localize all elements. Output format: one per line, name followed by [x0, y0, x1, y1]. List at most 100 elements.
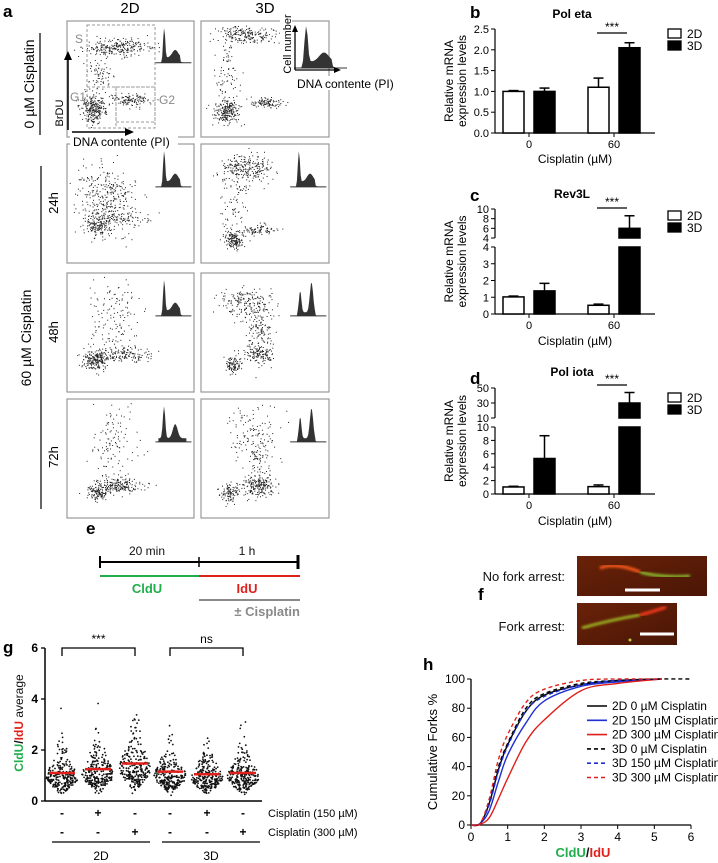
- event-dot: [227, 241, 229, 243]
- event-dot: [232, 372, 234, 374]
- event-dot: [107, 356, 109, 358]
- event-dot: [234, 87, 236, 88]
- event-dot: [234, 234, 235, 236]
- event-dot: [225, 369, 227, 371]
- event-dot: [224, 101, 226, 103]
- event-dot: [88, 225, 90, 227]
- event-dot: [135, 181, 137, 183]
- event-dot: [132, 220, 133, 222]
- event-dot: [120, 217, 122, 219]
- event-dot: [247, 35, 249, 37]
- event-dot: [97, 356, 99, 358]
- event-dot: [238, 211, 240, 213]
- event-dot: [131, 196, 133, 198]
- event-dot: [232, 486, 234, 488]
- event-dot: [271, 99, 273, 101]
- event-dot: [119, 203, 121, 205]
- event-dot: [93, 224, 95, 226]
- event-dot: [213, 311, 214, 313]
- event-dot: [220, 117, 222, 118]
- event-dot: [260, 328, 262, 330]
- event-dot: [94, 433, 96, 435]
- event-dot: [122, 479, 124, 481]
- event-dot: [115, 443, 117, 445]
- event-dot: [117, 210, 119, 212]
- event-dot: [98, 109, 100, 111]
- event-dot: [226, 30, 228, 32]
- event-dot: [232, 494, 234, 495]
- event-dot: [104, 482, 106, 484]
- event-dot: [268, 230, 270, 232]
- event-dot: [124, 219, 126, 221]
- event-dot: [95, 227, 97, 229]
- event-dot: [255, 298, 257, 300]
- event-dot: [112, 187, 114, 189]
- event-dot: [93, 203, 95, 205]
- event-dot: [97, 362, 99, 364]
- event-dot: [110, 448, 111, 450]
- event-dot: [96, 213, 98, 215]
- event-dot: [122, 224, 124, 226]
- panel-a: 2D 3D 0 µM Cisplatin 60 µM Cisplatin 24h…: [18, 0, 394, 519]
- event-dot: [115, 45, 117, 47]
- event-dot: [119, 356, 121, 358]
- event-dot: [101, 44, 103, 46]
- event-dot: [252, 41, 254, 43]
- event-dot: [106, 489, 107, 491]
- event-dot: [222, 117, 224, 119]
- event-dot: [246, 230, 248, 232]
- event-dot: [101, 312, 103, 314]
- event-dot: [266, 101, 268, 103]
- event-dot: [83, 348, 85, 349]
- event-dot: [270, 38, 272, 40]
- event-dot: [239, 484, 241, 486]
- event-dot: [229, 115, 231, 117]
- event-dot: [229, 109, 231, 111]
- event-dot: [128, 96, 130, 98]
- event-dot: [251, 229, 253, 231]
- event-dot: [230, 28, 232, 30]
- event-dot: [223, 164, 225, 166]
- event-dot: [103, 45, 105, 47]
- event-dot: [223, 163, 225, 165]
- event-dot: [217, 40, 219, 41]
- event-dot: [246, 37, 248, 39]
- event-dot: [260, 102, 262, 104]
- event-dot: [228, 106, 230, 108]
- data-point: [61, 786, 64, 789]
- event-dot: [100, 485, 102, 487]
- event-dot: [127, 315, 129, 317]
- event-dot: [214, 110, 216, 112]
- event-dot: [102, 495, 103, 497]
- event-dot: [142, 483, 144, 485]
- data-point: [70, 766, 73, 768]
- event-dot: [87, 494, 89, 496]
- event-dot: [228, 178, 230, 179]
- event-dot: [88, 210, 90, 212]
- event-dot: [111, 351, 113, 353]
- event-dot: [102, 361, 103, 363]
- event-dot: [256, 481, 257, 483]
- event-dot: [102, 73, 104, 75]
- event-dot: [257, 335, 259, 337]
- data-point: [55, 774, 58, 776]
- event-dot: [225, 38, 227, 40]
- event-dot: [133, 313, 135, 315]
- event-dot: [243, 235, 245, 237]
- event-dot: [126, 51, 128, 53]
- event-dot: [123, 352, 125, 354]
- event-dot: [228, 490, 230, 492]
- event-dot: [101, 223, 103, 225]
- event-dot: [266, 480, 268, 482]
- event-dot: [247, 305, 249, 307]
- event-dot: [129, 483, 131, 485]
- event-dot: [131, 49, 133, 51]
- event-dot: [279, 104, 281, 106]
- event-dot: [249, 231, 251, 233]
- event-dot: [255, 485, 257, 487]
- event-dot: [124, 486, 126, 488]
- event-dot: [95, 82, 97, 84]
- event-dot: [228, 56, 230, 58]
- event-dot: [252, 302, 254, 304]
- event-dot: [254, 480, 256, 482]
